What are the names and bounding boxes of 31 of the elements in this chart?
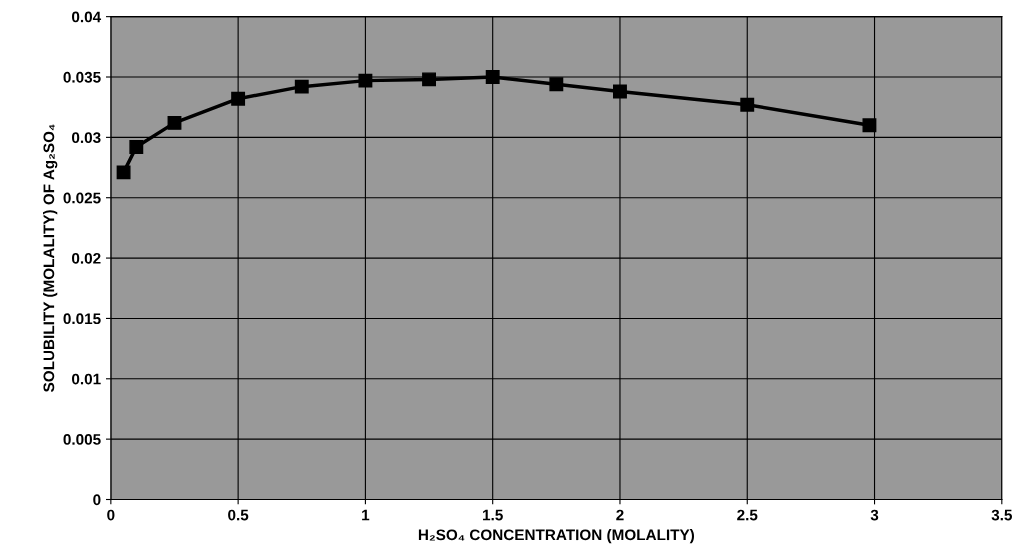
- x-tick-label: 1.5: [483, 509, 503, 521]
- x-tick-label: 1: [362, 509, 370, 521]
- point: [485, 70, 500, 84]
- x-tick-label: 0: [107, 509, 115, 521]
- x-tick-label: 2.5: [737, 509, 758, 521]
- y-tick-label: 0: [93, 494, 101, 506]
- point: [613, 84, 627, 99]
- y-tick-label: 0.04: [72, 11, 102, 23]
- y-axis-title: SOLUBILITY (MOLALITY) OF Ag₂SO₄: [43, 124, 58, 392]
- point: [549, 77, 564, 92]
- y-tick-label: 0.03: [72, 132, 101, 144]
- x-tick-label: 3: [870, 509, 879, 521]
- point: [740, 97, 755, 112]
- y-tick-label: 0.025: [63, 192, 101, 204]
- point: [294, 79, 309, 94]
- point: [129, 140, 144, 154]
- y-tick-label: 0.02: [72, 252, 101, 264]
- y-tick-label: 0.005: [63, 434, 101, 445]
- point: [422, 72, 436, 87]
- point: [116, 165, 131, 180]
- x-tick-label: 0.5: [228, 509, 249, 521]
- point: [862, 118, 877, 133]
- point: [231, 91, 246, 106]
- x-axis-title: H₂SO₄ CONCENTRATION (MOLALITY): [418, 529, 695, 544]
- point: [358, 73, 373, 88]
- x-tick-label: 3.5: [991, 509, 1013, 521]
- point: [167, 115, 182, 130]
- y-tick-label: 0.01: [72, 373, 101, 385]
- x-tick-label: 2: [616, 509, 624, 521]
- y-tick-label: 0.035: [63, 71, 101, 83]
- y-tick-label: 0.015: [63, 313, 101, 325]
